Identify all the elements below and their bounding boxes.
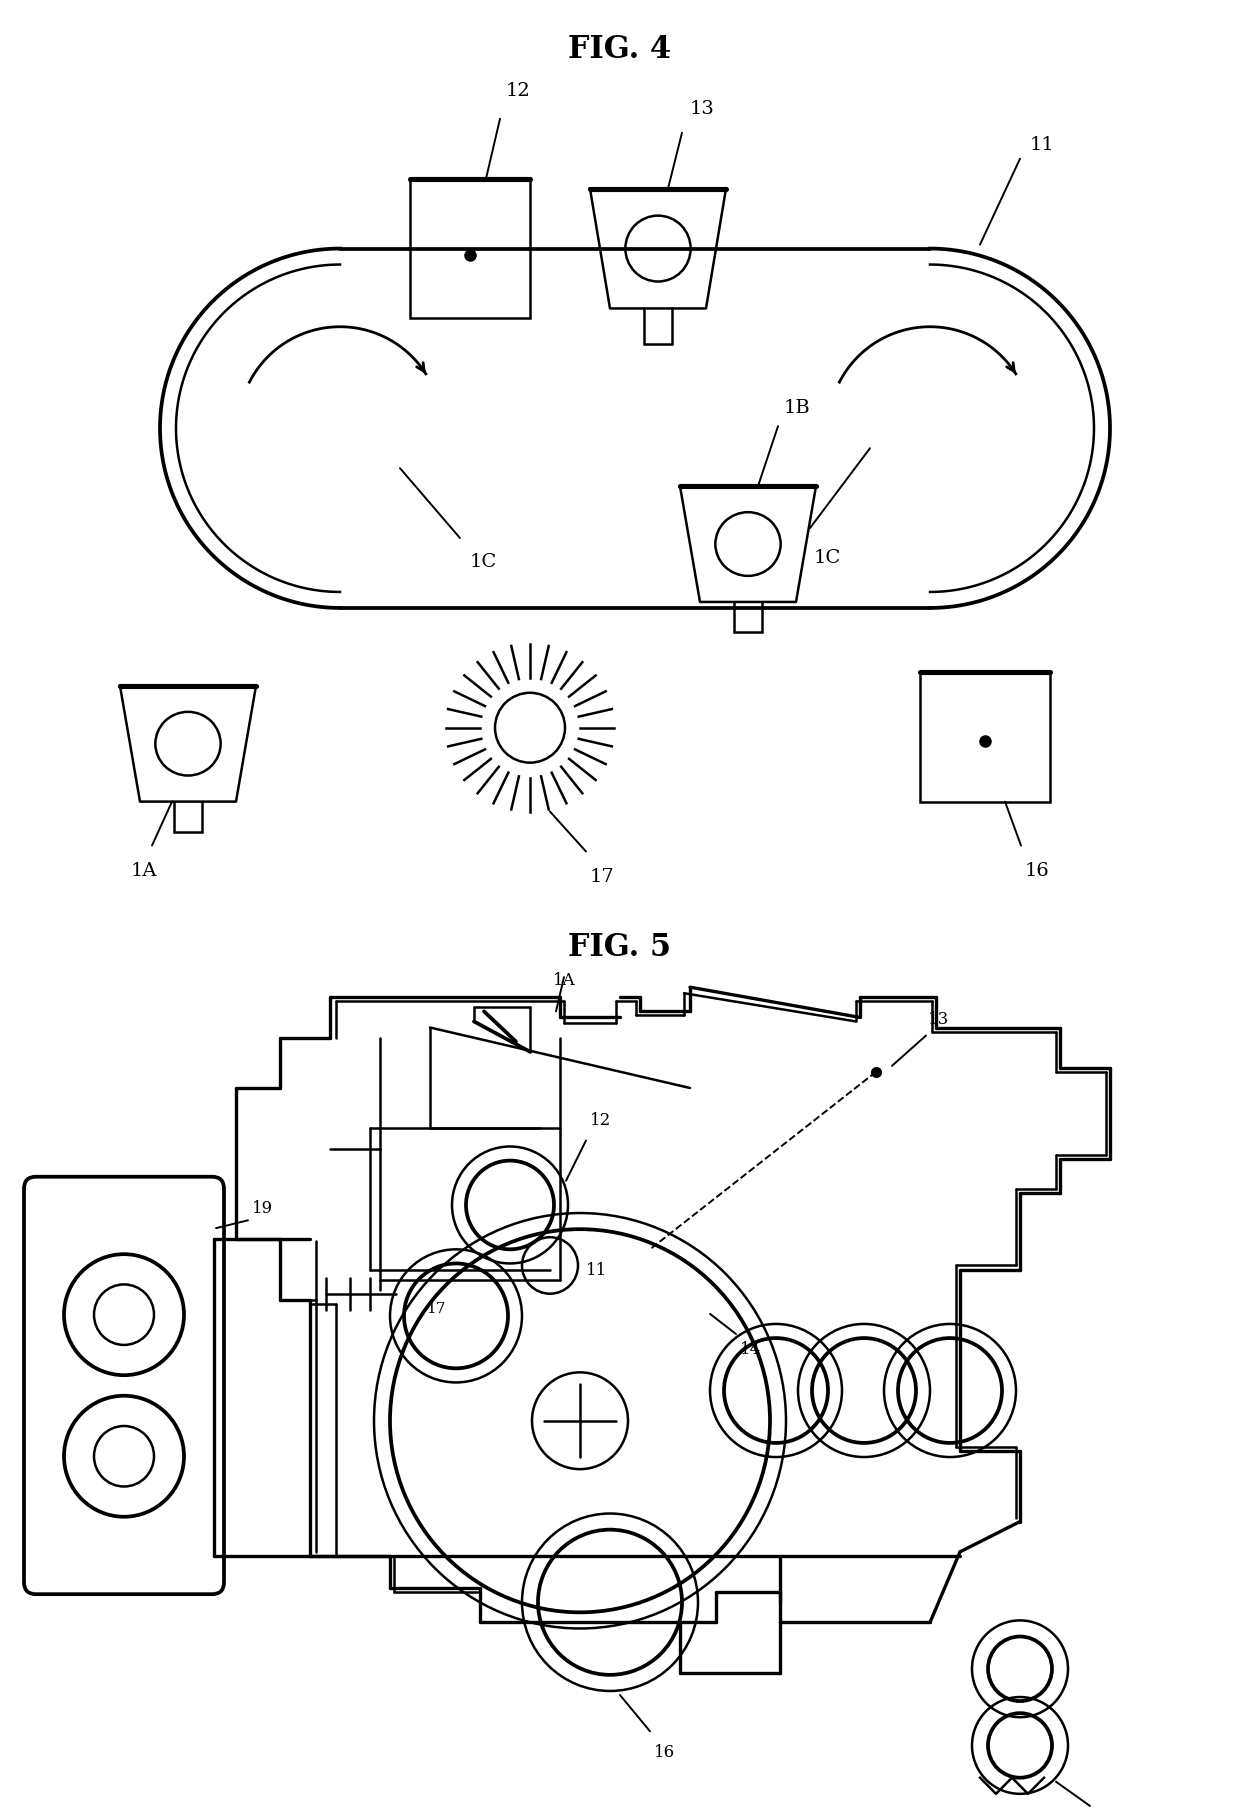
Text: 13: 13 xyxy=(689,100,715,118)
Text: 12: 12 xyxy=(506,82,531,100)
Text: 17: 17 xyxy=(590,869,615,885)
Text: FIG. 4: FIG. 4 xyxy=(568,34,672,65)
Text: 1C: 1C xyxy=(470,553,497,571)
Text: 14: 14 xyxy=(740,1341,761,1357)
Bar xyxy=(920,673,1050,802)
Text: 12: 12 xyxy=(590,1112,611,1128)
Text: 19: 19 xyxy=(252,1199,273,1217)
Text: 1A: 1A xyxy=(130,862,157,880)
Text: 11: 11 xyxy=(1030,136,1055,154)
Text: 17: 17 xyxy=(427,1301,446,1315)
Text: FIG. 5: FIG. 5 xyxy=(568,932,672,963)
Text: 1B: 1B xyxy=(784,399,811,417)
Text: 13: 13 xyxy=(928,1010,950,1029)
Text: 11: 11 xyxy=(587,1261,608,1279)
Text: 1A: 1A xyxy=(553,972,575,989)
Text: 16: 16 xyxy=(653,1743,675,1760)
Bar xyxy=(410,180,529,319)
Text: 16: 16 xyxy=(1025,862,1050,880)
Text: 1C: 1C xyxy=(813,548,841,566)
